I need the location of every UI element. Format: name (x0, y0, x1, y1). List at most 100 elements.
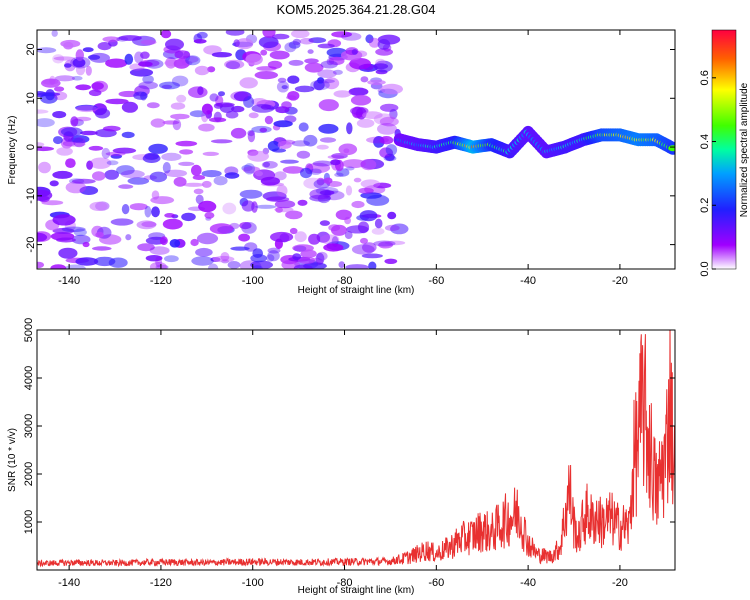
noise-blob (137, 243, 155, 252)
noise-blob (151, 206, 160, 218)
noise-blob (136, 220, 157, 230)
noise-blob (377, 122, 397, 135)
noise-blob (159, 81, 180, 90)
noise-blob (75, 84, 92, 91)
colorbar-gradient (712, 30, 736, 269)
noise-blob (171, 75, 189, 87)
noise-blob (198, 200, 217, 213)
noise-blob (151, 190, 160, 200)
y-tick-label: 5000 (23, 318, 35, 342)
noise-blob (210, 139, 233, 144)
noise-blob (106, 160, 119, 166)
noise-blob (315, 252, 325, 265)
noise-blob (235, 38, 254, 50)
noise-blob (54, 75, 75, 82)
noise-blob (61, 226, 86, 233)
noise-blob (218, 91, 225, 97)
noise-blob (209, 223, 234, 235)
noise-blob (134, 51, 144, 64)
noise-blob (255, 204, 277, 209)
noise-blob (252, 265, 263, 269)
noise-blob (280, 159, 299, 164)
noise-blob (259, 127, 268, 133)
noise-blob (224, 172, 240, 179)
noise-blob (241, 200, 255, 212)
noise-blob (201, 111, 209, 123)
y-tick-label: 4000 (23, 366, 35, 390)
noise-blob (37, 142, 45, 147)
noise-blob (264, 115, 273, 125)
noise-blob (341, 32, 362, 41)
noise-blob (102, 36, 120, 43)
noise-blob (239, 189, 263, 199)
noise-blob (75, 257, 99, 266)
noise-blob (142, 75, 154, 84)
noise-blob (92, 246, 112, 251)
noise-blob (360, 179, 381, 189)
noise-blob (260, 49, 268, 56)
noise-blob (348, 87, 369, 96)
noise-blob (271, 33, 290, 40)
noise-blob (37, 47, 57, 54)
noise-blob (73, 137, 86, 148)
noise-blob (182, 182, 205, 187)
noise-blob (150, 118, 166, 128)
noise-blob (303, 134, 318, 147)
noise-blob (50, 264, 67, 269)
noise-blob (307, 49, 314, 54)
noise-blob (75, 116, 92, 122)
noise-blob (169, 239, 181, 248)
noise-blob (298, 122, 309, 132)
noise-blob (374, 218, 383, 229)
noise-blob (192, 175, 206, 180)
noise-blob (275, 206, 283, 213)
noise-blob (250, 260, 273, 269)
noise-blob (193, 188, 204, 195)
chart-title: KOM5.2025.364.21.28.G04 (276, 2, 435, 17)
noise-blob (230, 127, 247, 139)
noise-blob (116, 165, 135, 176)
noise-blob (260, 176, 280, 186)
snr-series-line (37, 330, 675, 568)
noise-blob (289, 227, 298, 235)
noise-blob (292, 253, 302, 261)
noise-blob (338, 261, 345, 268)
noise-blob (140, 51, 150, 59)
noise-blob (211, 52, 232, 58)
noise-blob (333, 90, 352, 98)
noise-blob (149, 262, 167, 269)
noise-blob (102, 125, 121, 132)
noise-blob (144, 205, 152, 218)
noise-blob (316, 144, 329, 150)
noise-blob (97, 42, 112, 51)
noise-blob (73, 228, 87, 237)
noise-blob (159, 236, 168, 246)
noise-blob (342, 159, 366, 169)
noise-blob (380, 83, 403, 95)
noise-blob (245, 53, 263, 66)
noise-blob (196, 232, 219, 245)
noise-blob (75, 104, 98, 111)
noise-blob (225, 61, 241, 70)
noise-blob (389, 108, 398, 120)
noise-blob (267, 250, 280, 262)
noise-blob (212, 255, 235, 263)
noise-blob (92, 171, 106, 181)
noise-blob (110, 218, 134, 226)
noise-blob (198, 123, 215, 132)
colorbar-label: Normalized spectral amplitude (739, 82, 750, 217)
noise-blob (71, 178, 96, 184)
noise-blob (138, 81, 158, 90)
noise-blob (360, 192, 382, 199)
noise-blob (54, 86, 65, 92)
noise-blob (148, 143, 168, 154)
snr-plot-area (37, 330, 675, 570)
noise-blob (53, 56, 76, 61)
noise-blob (129, 68, 154, 77)
noise-blob (316, 177, 325, 186)
noise-blob (287, 91, 300, 101)
noise-blob (65, 181, 87, 194)
noise-blob (328, 56, 345, 66)
